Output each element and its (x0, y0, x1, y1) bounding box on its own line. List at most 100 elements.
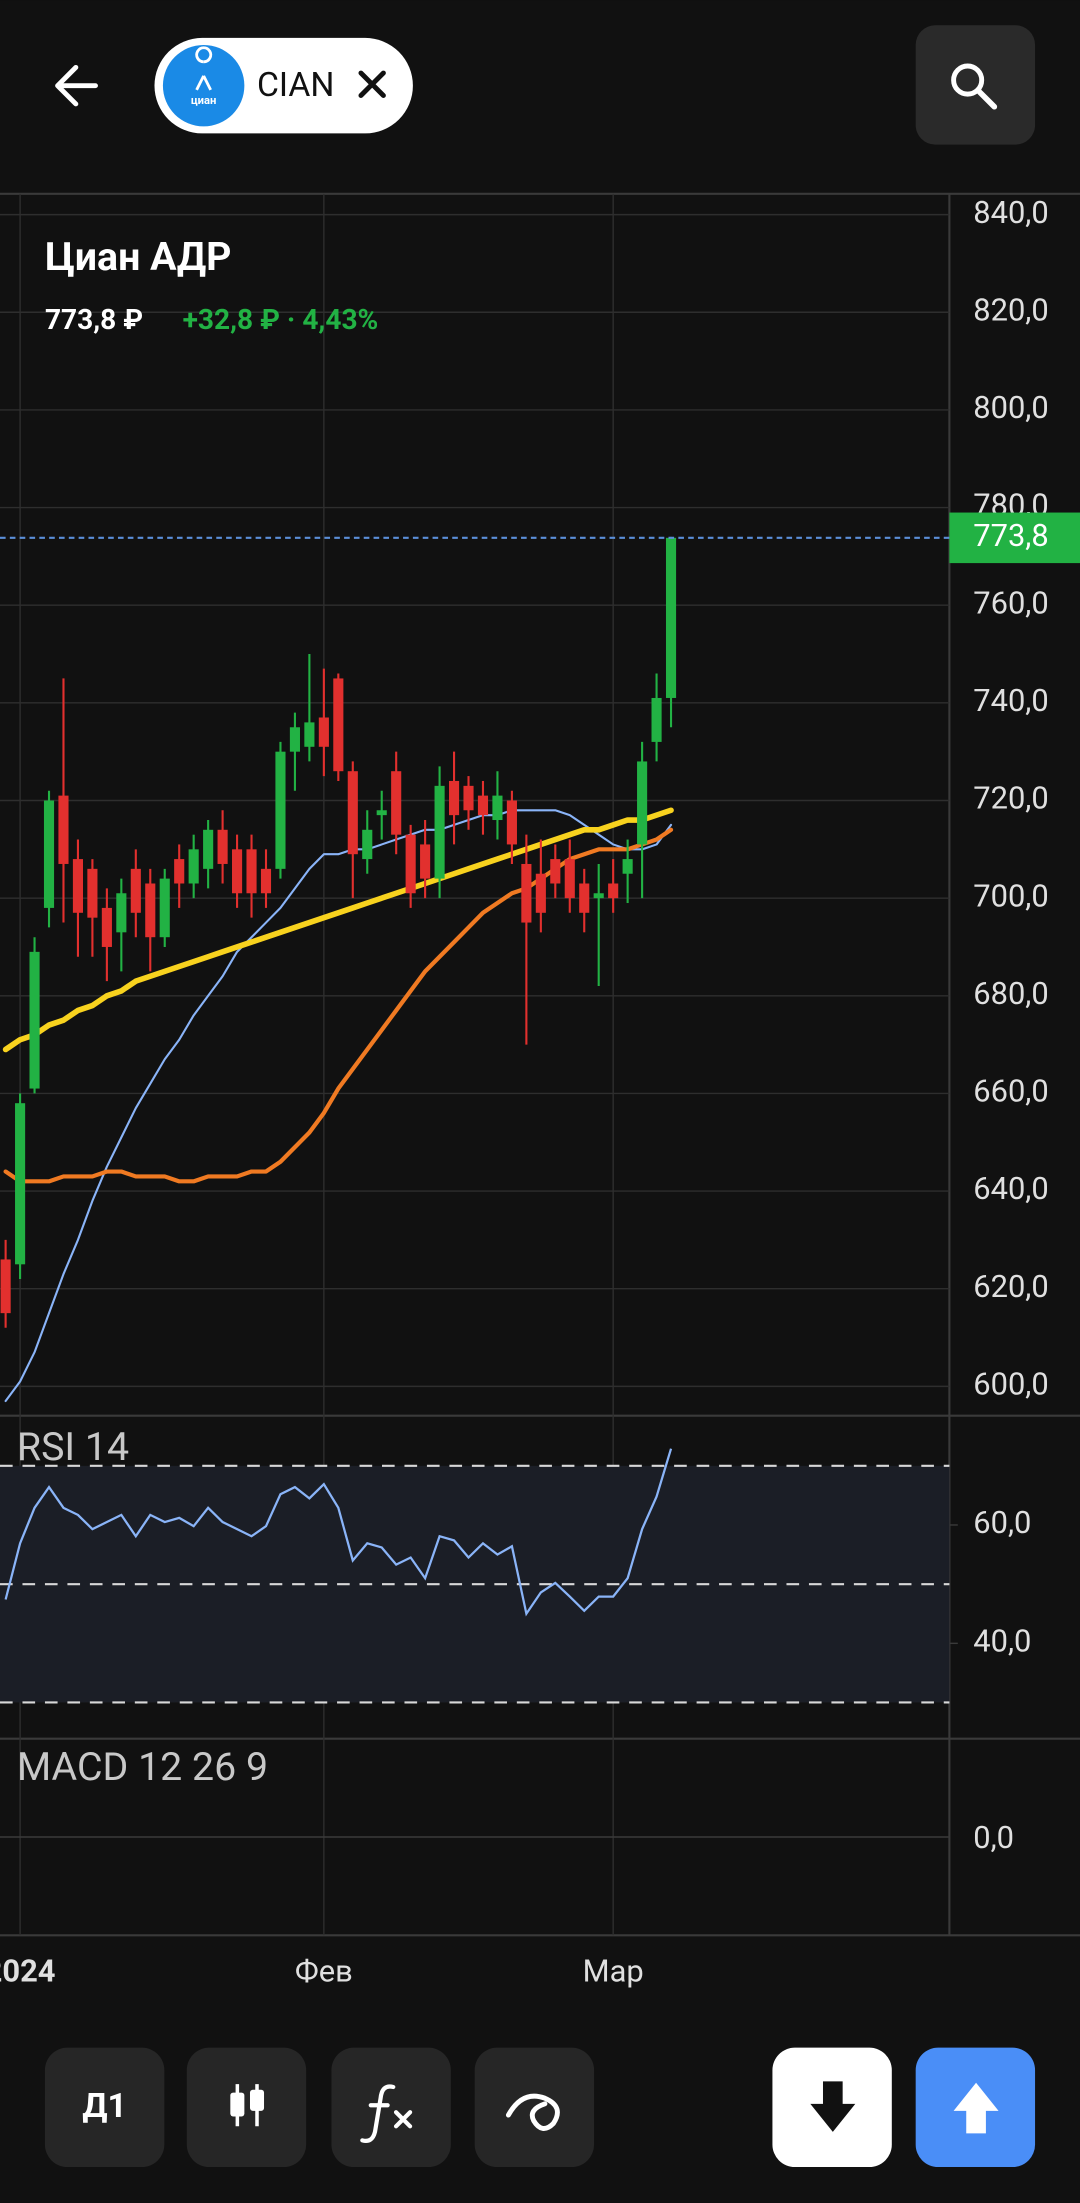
candle-body (289, 727, 300, 752)
logo (162, 44, 245, 127)
rsi-tick-label: 40,0 (973, 1622, 1031, 1659)
rsi-line (4, 1448, 673, 1617)
candles-icon (230, 2092, 245, 2117)
search-icon-handle (976, 88, 998, 110)
y-tick-label: 680,0 (973, 975, 1048, 1012)
button-bg (44, 2047, 165, 2168)
sell-button[interactable] (772, 2047, 892, 2168)
macd-tick-label: 0,0 (973, 1819, 1014, 1856)
interval: Д1 (82, 2087, 126, 2126)
candle-body (116, 893, 127, 933)
y-tick-label: 740,0 (973, 682, 1048, 719)
candle-body (477, 795, 489, 816)
candle-body (72, 859, 84, 913)
candle-body (43, 800, 55, 908)
search-button[interactable] (915, 25, 1036, 145)
drawing-icon (505, 2093, 560, 2131)
candle-body (318, 717, 329, 747)
price-change: +32,8 ₽ · 4,43% (183, 303, 379, 336)
candle-body (506, 800, 517, 845)
candle-body (145, 883, 156, 938)
buy-button[interactable] (915, 2047, 1036, 2168)
candle-body (29, 951, 40, 1089)
rsi-title: RSI 14 (17, 1424, 129, 1470)
drawing-button[interactable] (474, 2047, 595, 2168)
candle-body (58, 795, 69, 864)
candle-body (492, 795, 503, 821)
moving-average (2, 807, 674, 1053)
chart-title: Циан АДР (45, 234, 232, 280)
button-bg (186, 2047, 307, 2168)
y-tick-label: 840,0 (973, 194, 1048, 231)
candle-body (535, 873, 546, 913)
candle-body (405, 834, 416, 894)
candle-body (232, 849, 243, 894)
y-tick-label: 660,0 (973, 1073, 1048, 1110)
x-tick-label: Фев (295, 1952, 353, 1989)
candle-body (362, 829, 373, 860)
candle-body (87, 868, 98, 918)
candle-body (130, 868, 141, 913)
back-icon (55, 64, 98, 107)
chart-type-button[interactable] (186, 2047, 307, 2168)
candle-body (448, 780, 460, 816)
last-price-tag (949, 512, 1080, 564)
candle-body (391, 771, 402, 835)
candles-icon (249, 2089, 265, 2111)
candle-body (608, 883, 619, 899)
macd-title: MACD 12 26 9 (17, 1744, 268, 1790)
down-arrow (810, 2081, 856, 2132)
candle-body (101, 907, 112, 947)
interval-button[interactable]: Д1 (44, 2047, 165, 2168)
y-tick-label: 640,0 (973, 1170, 1048, 1207)
logo-icon (195, 46, 213, 91)
rsi-tick-label: 60,0 (973, 1504, 1031, 1541)
plot: 600,0 620,0 640,0 660,0 680,0 700,0 720,0 740,0… (0, 192, 1080, 1989)
y-tick-label: 820,0 (973, 291, 1048, 328)
candle-body (376, 810, 387, 816)
button-bg (331, 2047, 451, 2168)
candle-body (15, 1103, 26, 1265)
candle-body (347, 771, 358, 855)
candle-body (550, 859, 561, 884)
candle-body (463, 785, 474, 811)
logo-text: циан (191, 94, 217, 107)
y-tick-label: 700,0 (973, 877, 1048, 914)
candle-body (665, 537, 677, 698)
last-price-label: 773,8 (973, 517, 1048, 554)
ticker-chip[interactable]: циан CIAN (154, 37, 413, 134)
x-tick-label: 2024 (0, 1952, 56, 1989)
y-tick-label: 760,0 (973, 584, 1048, 621)
back-button[interactable] (55, 64, 98, 107)
candle-body (174, 859, 185, 884)
candle-body (333, 678, 344, 772)
candle-body (579, 883, 590, 913)
up-arrow (953, 2082, 999, 2134)
candle-body (203, 829, 214, 869)
candle-body (564, 859, 575, 899)
moving-average (4, 809, 673, 1403)
ticker: CIAN (257, 66, 334, 105)
candle-body (622, 859, 633, 874)
x-tick-label: Мар (583, 1952, 644, 1989)
y-tick-label: 600,0 (973, 1366, 1048, 1403)
y-tick-label: 720,0 (973, 780, 1048, 817)
search-bg (915, 25, 1036, 145)
candle-body (304, 722, 315, 747)
candle-body (159, 878, 170, 938)
candle-body (275, 751, 286, 869)
candle-body (217, 829, 228, 864)
candle-body (0, 1259, 11, 1314)
chip-close[interactable] (358, 70, 386, 98)
candle-body (521, 863, 532, 923)
candle-body (246, 849, 257, 894)
indicators-button[interactable] (331, 2047, 451, 2168)
candle-body (593, 893, 604, 899)
candle-body (260, 868, 272, 894)
fx-icon (360, 2084, 413, 2143)
y-tick-label: 620,0 (973, 1268, 1048, 1305)
candle-body (420, 844, 431, 879)
